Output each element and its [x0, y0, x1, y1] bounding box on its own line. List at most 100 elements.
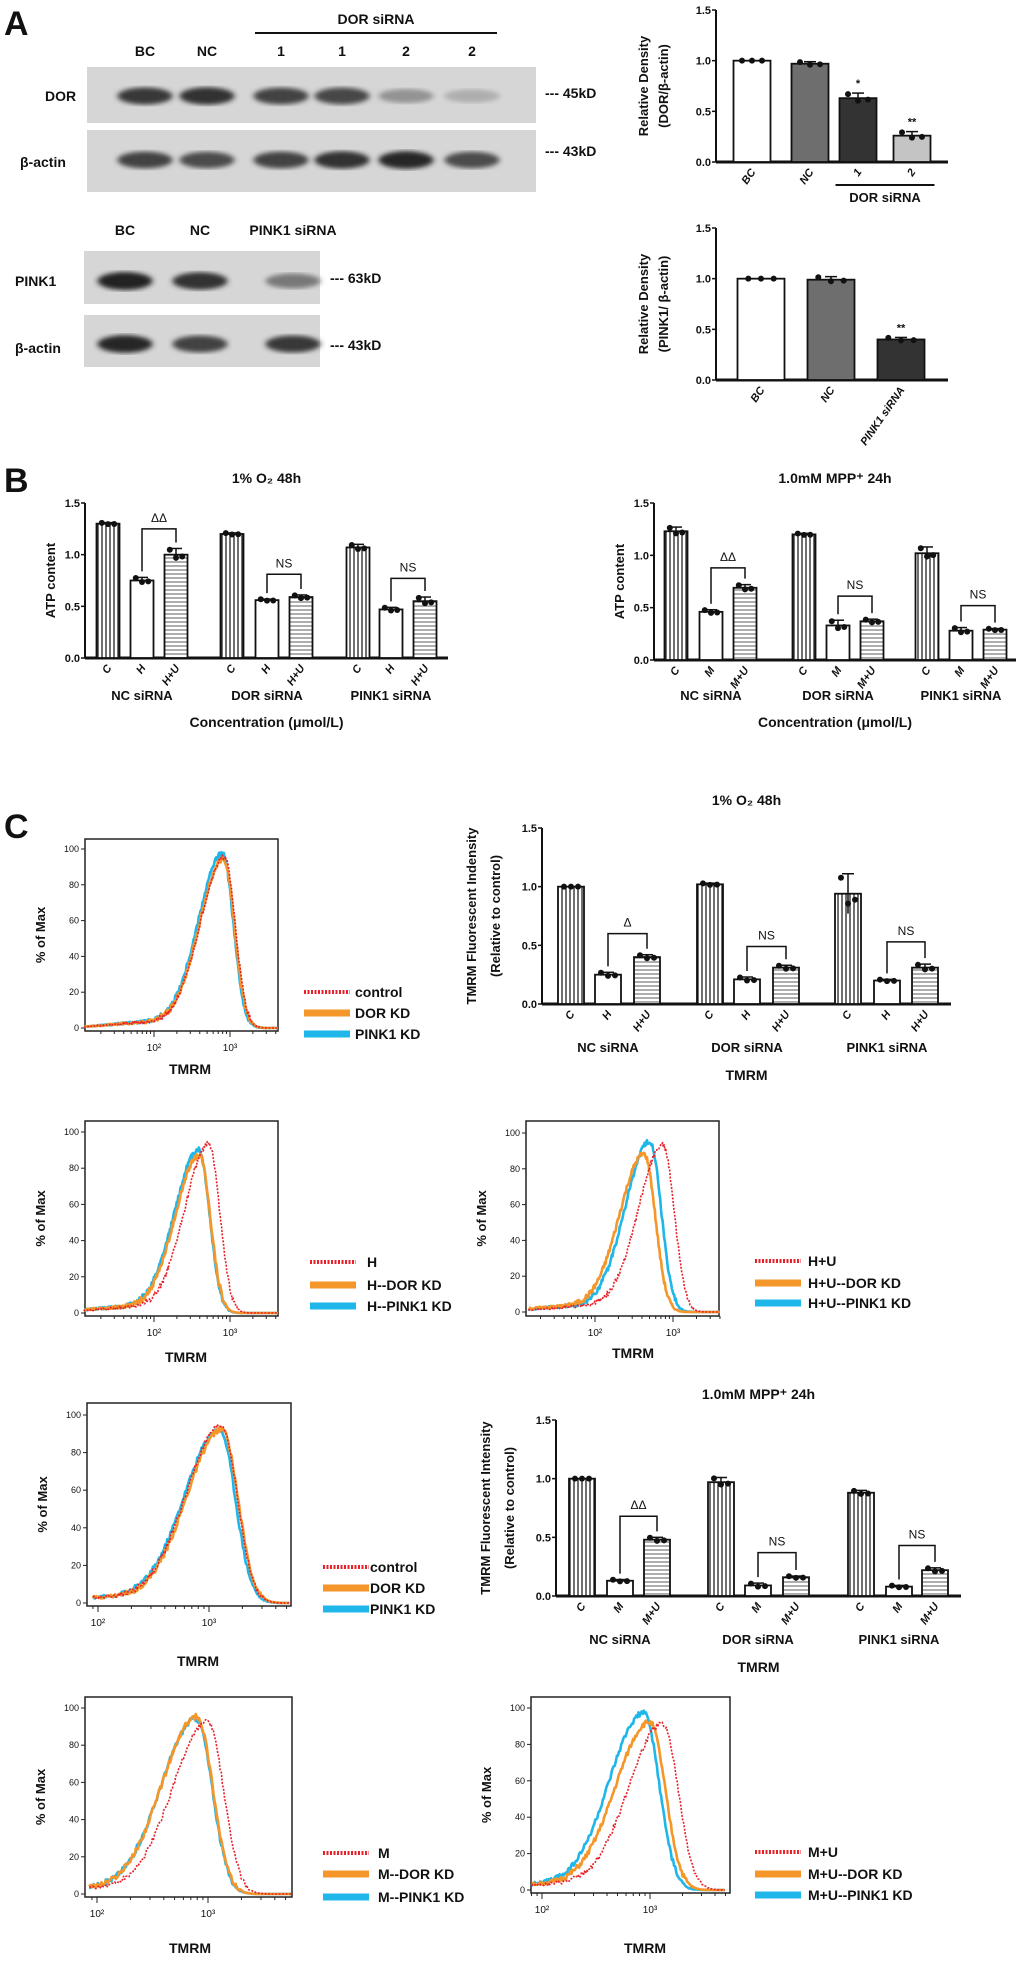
group-label: NC siRNA: [589, 1632, 651, 1647]
data-point: [270, 597, 277, 604]
bar: [914, 552, 940, 661]
y-tick-label: 100: [510, 1703, 525, 1713]
significance-bracket: [266, 573, 302, 594]
data-point: [708, 609, 714, 616]
data-point: [858, 1490, 864, 1497]
x-category-label: 1: [851, 167, 864, 179]
data-point: [909, 134, 915, 141]
row-label: β-actin: [20, 154, 66, 170]
bar: [838, 97, 878, 163]
data-point: [714, 609, 721, 616]
y-tick-label: 1.0: [522, 882, 537, 894]
data-point: [111, 520, 118, 527]
x-category-label: NC: [819, 384, 839, 405]
histogram-curve-m-dor-kd: [88, 1712, 292, 1896]
y-tick-label: 1.5: [696, 223, 711, 235]
data-point: [235, 531, 242, 538]
bar: [791, 533, 817, 661]
data-point: [725, 1480, 732, 1487]
bar: [557, 885, 585, 1005]
histogram-curve-control: [92, 1423, 290, 1604]
data-point: [661, 1537, 668, 1544]
x-category-label: H+U: [160, 662, 183, 688]
data-point: [609, 1576, 616, 1583]
significance-marker: **: [908, 117, 917, 129]
y-tick-label: 20: [69, 1272, 79, 1282]
x-category-label: C: [796, 664, 811, 678]
x-category-label: M: [952, 664, 968, 679]
data-point: [579, 1475, 585, 1482]
significance-label: ΔΔ: [630, 1498, 646, 1512]
x-category-label: C: [100, 662, 115, 676]
bar: [736, 277, 786, 381]
x-tick-label: 10²: [147, 1043, 162, 1054]
data-point: [749, 57, 755, 64]
y-tick-label: 20: [515, 1849, 525, 1859]
protein-band: [253, 87, 309, 105]
data-point: [758, 57, 765, 64]
group-label: PINK1 siRNA: [351, 688, 433, 703]
bar-chart-A1: 0.0 0.5 1.0 1.5 Relative Density (DOR/β-actin…: [636, 5, 948, 205]
bar: [378, 608, 404, 659]
legend-label: M--PINK1 KD: [378, 1889, 464, 1905]
y-tick-label: 80: [71, 1448, 81, 1458]
bar: [633, 956, 661, 1005]
bar: [859, 620, 885, 661]
protein-band: [97, 335, 153, 353]
y-tick-label: 60: [69, 1199, 79, 1209]
legend-label: H: [367, 1254, 377, 1270]
chart-title: 1.0mM MPP⁺ 24h: [702, 1386, 815, 1402]
flow-histogram-F1: 0 20 40 60 80 100 10² 10³ % of Max TMRM PINK1 KD DO…: [33, 838, 420, 1077]
panel-label-b: B: [4, 462, 29, 500]
data-point: [229, 531, 235, 538]
data-point: [751, 977, 758, 984]
panel-label-c: C: [4, 808, 29, 846]
protein-band: [117, 87, 173, 105]
group-label: DOR siRNA: [231, 688, 303, 703]
y-tick-label: 0.5: [696, 324, 711, 336]
group-label: DOR siRNA: [711, 1040, 783, 1055]
bar: [790, 62, 830, 163]
y-tick-label: 40: [69, 1236, 79, 1246]
data-point: [651, 954, 658, 961]
y-tick-label: 20: [69, 987, 79, 997]
significance-label: NS: [909, 1528, 926, 1542]
x-axis-label: TMRM: [169, 1061, 211, 1077]
data-point: [597, 969, 604, 976]
protein-band: [444, 151, 500, 169]
x-category-label: PINK1 siRNA: [858, 385, 907, 448]
y-tick-label: 20: [510, 1271, 520, 1281]
data-point: [815, 274, 822, 281]
x-tick-label: 10²: [90, 1909, 105, 1920]
significance-bracket: [886, 941, 926, 974]
bar: [345, 546, 371, 659]
y-tick-label: 60: [69, 916, 79, 926]
row-label: PINK1: [15, 273, 56, 289]
data-point: [624, 1578, 631, 1585]
bar: [95, 522, 121, 659]
protein-band: [172, 272, 228, 290]
bar: [772, 966, 800, 1005]
y-tick-label: 40: [71, 1523, 81, 1533]
legend-label: DOR KD: [355, 1005, 410, 1021]
chart-title: 1.0mM MPP⁺ 24h: [778, 470, 891, 486]
x-category-label: M+U: [918, 1600, 942, 1627]
x-category-label: H: [383, 662, 398, 676]
significance-bracket: [141, 528, 177, 572]
histogram-curve-dor-kd: [91, 1425, 290, 1605]
data-point: [718, 1481, 724, 1488]
y-tick-label: 0.0: [522, 999, 537, 1011]
y-tick-label: 60: [69, 1777, 79, 1787]
x-axis-label: TMRM: [165, 1349, 207, 1365]
y-axis-label: TMRM Fluorescent Intensity: [478, 1421, 493, 1595]
flow-histogram-F4: 0 20 40 60 80 100 10² 10³ % of Max TMRM PINK1 KD DO…: [35, 1402, 435, 1669]
x-tick-label: 10³: [223, 1043, 238, 1054]
significance-marker: *: [856, 78, 861, 90]
data-point: [571, 1475, 578, 1482]
data-point: [884, 978, 890, 985]
data-point: [924, 553, 930, 560]
data-point: [794, 530, 801, 537]
lane-label: 2: [468, 43, 476, 59]
